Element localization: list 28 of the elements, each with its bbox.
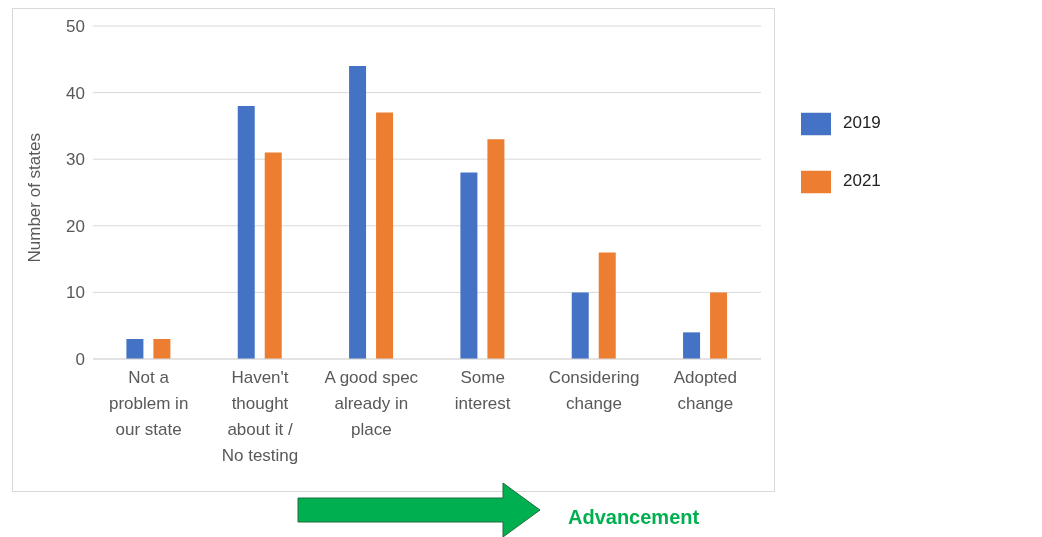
bar (460, 172, 478, 359)
bar (153, 339, 171, 359)
y-tick-label: 40 (66, 83, 85, 103)
text: Advancement (568, 506, 700, 529)
y-tick-label: 20 (66, 216, 85, 236)
bar (349, 65, 367, 359)
legend-label: 2019 (842, 113, 881, 133)
bar (237, 105, 255, 359)
x-tick-label: Considering change (548, 368, 640, 413)
x-tick-label: Haven't thought about it / No testing (221, 368, 299, 465)
x-tick-label: Not a problem in our state (108, 368, 189, 439)
bar (376, 112, 394, 359)
y-tick-label: 50 (66, 17, 85, 37)
x-tick-label: A good spec already in place (324, 368, 419, 439)
y-axis-title: Number of states (25, 133, 45, 263)
bar (264, 152, 282, 359)
legend-label: 2021 (842, 171, 881, 191)
bar (126, 339, 144, 359)
y-tick-label: 30 (66, 150, 85, 170)
bar (598, 252, 616, 359)
bar (487, 139, 505, 359)
y-tick-label: 0 (75, 350, 85, 370)
bar (710, 292, 728, 359)
bar (571, 292, 589, 359)
y-tick-label: 10 (66, 283, 85, 303)
x-tick-label: Some interest (454, 368, 511, 413)
bar (683, 332, 701, 359)
x-tick-label: Adopted change (673, 368, 738, 413)
